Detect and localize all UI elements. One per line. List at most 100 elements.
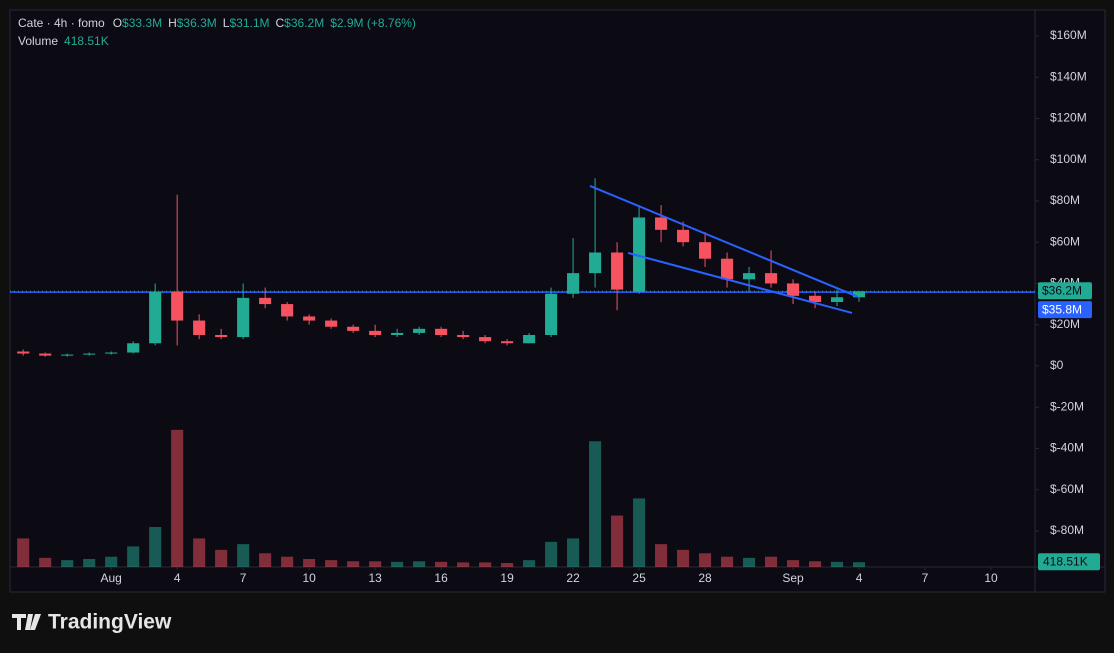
y-tick-label: $80M — [1050, 193, 1080, 207]
ohlc-value: $31.1M — [229, 16, 269, 30]
volume-bar — [259, 553, 272, 567]
candle-body — [171, 291, 184, 321]
volume-bar — [457, 562, 470, 567]
header: Cate · 4h · fomo O $33.3M H $36.3M L $31.1M C $3… — [18, 16, 416, 48]
volume-bar — [545, 541, 558, 567]
candle-body — [17, 351, 30, 354]
volume-label-box — [1038, 553, 1100, 571]
volume-bar — [391, 561, 404, 567]
candle-body — [127, 343, 140, 353]
volume-bar — [699, 553, 712, 567]
candle-body — [259, 297, 272, 305]
y-tick-label: $0 — [1050, 358, 1064, 372]
candle-body — [39, 353, 52, 356]
brand-logo[interactable] — [12, 614, 41, 630]
x-tick-label: 7 — [240, 571, 247, 585]
candle-body — [369, 330, 382, 336]
volume-bar — [852, 562, 866, 567]
candle-body — [303, 316, 316, 321]
candle-body — [633, 217, 646, 292]
candle-body — [589, 252, 602, 274]
volume-bar — [215, 549, 228, 567]
candle-body — [391, 332, 404, 336]
volume-bar — [127, 546, 140, 567]
x-tick-label: 4 — [856, 571, 863, 585]
volume-bar — [589, 441, 602, 567]
candle-body — [193, 320, 206, 336]
candle-body — [435, 328, 448, 336]
volume-bar — [765, 556, 778, 567]
volume-value: 418.51K — [64, 34, 109, 48]
volume-bar — [347, 561, 360, 567]
candle-body — [105, 352, 118, 354]
candle-body — [677, 229, 690, 243]
ohlc-value: $36.3M — [177, 16, 217, 30]
ohlc-name: H — [168, 16, 177, 30]
volume-bar — [17, 538, 30, 567]
x-tick-label: Aug — [101, 571, 122, 585]
price-label: $36.2M — [1042, 283, 1082, 297]
ohlc-name: O — [113, 16, 122, 30]
candle-body — [347, 326, 360, 331]
y-tick-label: $140M — [1050, 69, 1087, 83]
candle-body — [808, 295, 822, 303]
trend-line — [627, 251, 853, 314]
y-tick-label: $20M — [1050, 317, 1080, 331]
x-tick-label: 10 — [984, 571, 998, 585]
volume-bar — [611, 515, 624, 567]
volume-bar — [171, 429, 184, 567]
volume-bar — [193, 538, 206, 567]
candle-body — [501, 341, 514, 344]
chart-pane — [9, 9, 1106, 593]
trend-line — [589, 184, 859, 298]
volume-bar — [303, 559, 316, 567]
candle-body — [325, 320, 338, 327]
volume-bar — [149, 527, 162, 567]
volume-bar — [501, 563, 514, 567]
volume-bar — [105, 556, 118, 567]
candle-body — [567, 273, 580, 294]
y-tick-label: $-40M — [1050, 441, 1084, 455]
x-tick-label: 19 — [500, 571, 514, 585]
price-label-box — [1038, 282, 1092, 300]
volume-bar — [830, 561, 844, 567]
price-label-box — [1038, 301, 1092, 319]
x-tick-label: 25 — [632, 571, 646, 585]
symbol-title: Cate · 4h · fomo — [18, 16, 105, 30]
candle-body — [852, 291, 866, 298]
volume-bar — [567, 538, 580, 567]
candle-body — [721, 258, 734, 280]
ohlc-value: $36.2M — [284, 16, 324, 30]
brand-name[interactable]: TradingView — [48, 611, 172, 634]
candle-body — [699, 242, 712, 259]
volume-bar — [61, 560, 74, 567]
plot: $160M$140M$120M$100M$80M$60M$40M$20M$0$-… — [10, 28, 1100, 585]
candle-body — [743, 273, 756, 280]
x-tick-label: 28 — [698, 571, 712, 585]
candle-body — [545, 293, 558, 336]
volume-bar — [743, 557, 756, 567]
candle-body — [281, 304, 294, 317]
volume-bar — [325, 560, 338, 567]
volume-bar — [281, 556, 294, 567]
y-tick-label: $60M — [1050, 234, 1080, 248]
y-tick-label: $160M — [1050, 28, 1087, 42]
brand[interactable]: TradingView — [12, 611, 172, 634]
volume-bar — [237, 544, 250, 567]
candle-body — [523, 335, 536, 344]
candle-body — [83, 353, 96, 355]
candle-body — [237, 297, 250, 338]
candle-body — [611, 252, 624, 290]
volume-bar — [786, 560, 800, 567]
ohlc-value: $33.3M — [122, 16, 162, 30]
volume-bar — [83, 559, 96, 567]
volume-name: Volume — [18, 34, 58, 48]
candle-body — [765, 273, 778, 284]
y-tick-label: $-20M — [1050, 399, 1084, 413]
volume-bar — [479, 562, 492, 567]
x-tick-label: 7 — [922, 571, 929, 585]
y-tick-label: $-60M — [1050, 482, 1084, 496]
price-change: $2.9M (+8.76%) — [330, 16, 416, 30]
y-tick-label: $120M — [1050, 111, 1087, 125]
